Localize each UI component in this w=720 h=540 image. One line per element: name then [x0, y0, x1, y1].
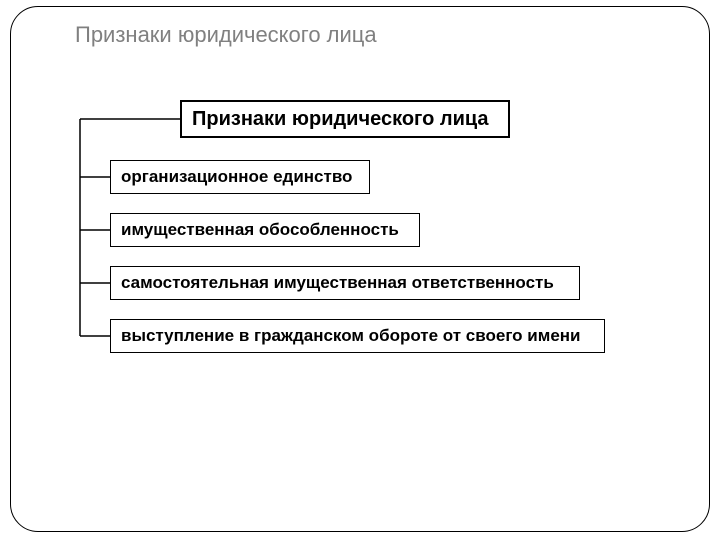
child-node-label: имущественная обособленность: [121, 220, 399, 239]
child-node-label: самостоятельная имущественная ответствен…: [121, 273, 554, 292]
child-node: организационное единство: [110, 160, 370, 194]
child-node: самостоятельная имущественная ответствен…: [110, 266, 580, 300]
child-node: имущественная обособленность: [110, 213, 420, 247]
main-node: Признаки юридического лица: [180, 100, 510, 138]
tree-diagram: Признаки юридического лица организационн…: [60, 100, 660, 400]
child-node: выступление в гражданском обороте от сво…: [110, 319, 605, 353]
page-title: Признаки юридического лица: [75, 22, 377, 48]
connector-lines: [60, 100, 660, 400]
child-node-label: организационное единство: [121, 167, 352, 186]
main-node-label: Признаки юридического лица: [192, 108, 489, 130]
child-node-label: выступление в гражданском обороте от сво…: [121, 326, 581, 345]
